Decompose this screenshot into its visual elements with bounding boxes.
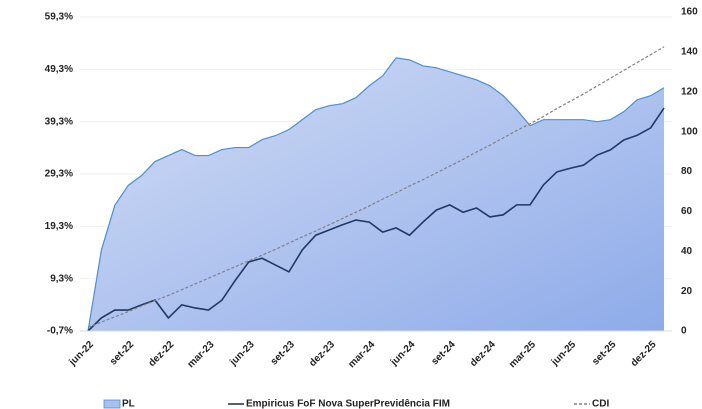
y2-tick-label: 0 bbox=[681, 326, 687, 337]
legend-label: CDI bbox=[592, 399, 609, 409]
x-tick-label: set-25 bbox=[590, 339, 619, 368]
y-tick-label: 59,3% bbox=[45, 12, 73, 23]
legend-label: Empiricus FoF Nova SuperPrevidência FIM bbox=[246, 399, 450, 409]
legend-swatch bbox=[103, 399, 121, 409]
x-tick-label: jun-22 bbox=[67, 339, 97, 369]
y-tick-label: 19,3% bbox=[45, 221, 73, 232]
line bbox=[87, 46, 665, 328]
y-tick-label: 29,3% bbox=[45, 169, 73, 180]
area-outline bbox=[87, 57, 665, 332]
x-tick-label: set-23 bbox=[269, 339, 298, 368]
x-tick-label: set-22 bbox=[108, 339, 137, 368]
y-tick-label: 49,3% bbox=[45, 64, 73, 75]
y-tick-label: -0,7% bbox=[47, 326, 73, 337]
y-tick-label: 39,3% bbox=[45, 116, 73, 127]
y2-tick-label: 20 bbox=[681, 286, 693, 297]
x-tick-label: jun-23 bbox=[227, 339, 257, 369]
y2-tick-label: 140 bbox=[681, 47, 698, 58]
legend-label: PL bbox=[122, 399, 135, 409]
line bbox=[87, 107, 665, 332]
x-tick-label: dez-24 bbox=[468, 339, 498, 369]
x-tick-label: mar-25 bbox=[507, 339, 538, 370]
y2-tick-label: 80 bbox=[681, 166, 693, 177]
x-tick-label: jun-25 bbox=[549, 339, 579, 369]
x-tick-label: mar-24 bbox=[346, 339, 377, 370]
y2-tick-label: 160 bbox=[681, 7, 698, 18]
y2-tick-label: 120 bbox=[681, 86, 698, 97]
x-tick-label: jun-24 bbox=[388, 339, 418, 369]
x-tick-label: dez-25 bbox=[629, 339, 659, 369]
x-tick-label: mar-23 bbox=[186, 339, 217, 370]
y2-tick-label: 40 bbox=[681, 246, 693, 257]
y2-tick-label: 60 bbox=[681, 206, 693, 217]
y2-tick-label: 100 bbox=[681, 126, 698, 137]
area bbox=[88, 57, 664, 331]
y-tick-label: 9,3% bbox=[50, 273, 73, 284]
x-tick-label: set-24 bbox=[429, 339, 458, 368]
x-tick-label: dez-22 bbox=[147, 339, 177, 369]
x-tick-label: dez-23 bbox=[307, 339, 337, 369]
